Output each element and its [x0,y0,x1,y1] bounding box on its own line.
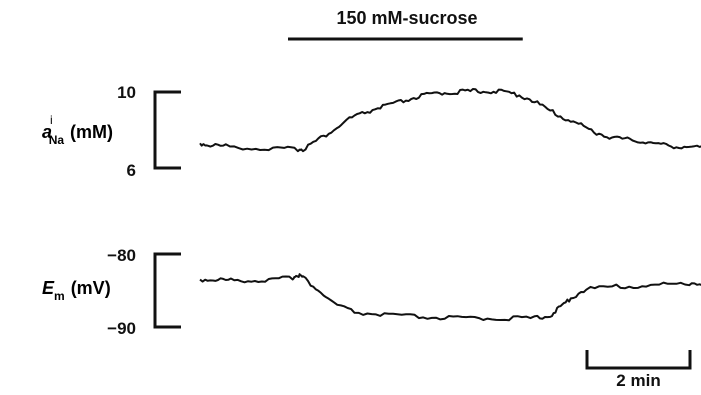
time-scale-bar [585,350,692,370]
na-ytick-bottom: 6 [127,161,136,180]
em-ylabel-unit: (mV) [71,278,111,298]
em-trace-line [199,273,701,322]
na-ylabel-symbol: a [42,122,52,142]
time-scale-label: 2 min [616,371,660,390]
em-ylabel-symbol: E [42,278,55,298]
em-ytick-bottom: −90 [107,319,136,338]
na-ylabel: ai Na (mM) [42,113,113,147]
stimulus-label: 150 mM-sucrose [336,8,477,28]
na-ylabel-subscript: Na [49,133,65,147]
na-axis-bracket [153,90,181,170]
na-trace-line [199,88,701,153]
em-ylabel: Em (mV) [42,278,111,303]
em-ytick-top: −80 [107,246,136,265]
em-axis-bracket [153,252,181,329]
em-ylabel-subscript: m [54,289,65,303]
na-ytick-top: 10 [117,83,136,102]
na-ylabel-unit: (mM) [70,122,113,142]
na-ylabel-superscript: i [50,113,53,127]
